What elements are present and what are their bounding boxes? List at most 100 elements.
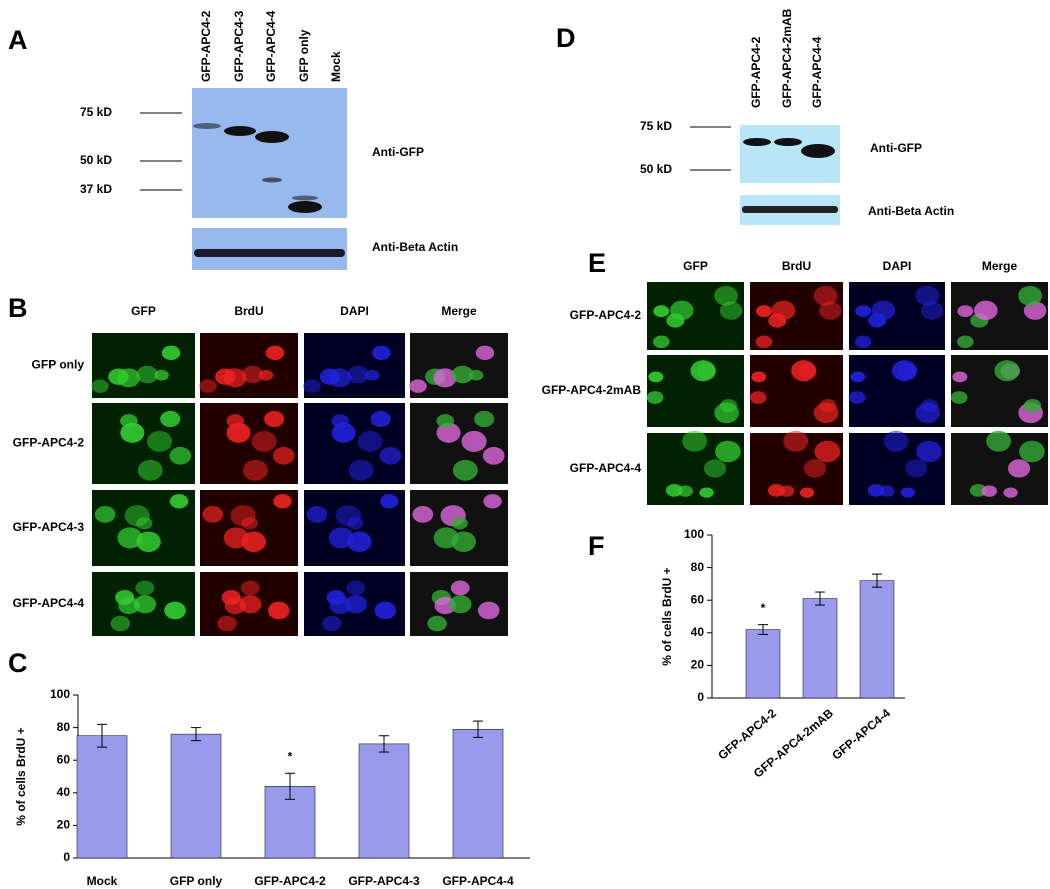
column-label: DAPI — [883, 259, 912, 273]
cell — [265, 345, 285, 361]
panel-label: E — [588, 248, 606, 278]
cell — [240, 580, 260, 596]
cell — [477, 601, 500, 620]
y-axis-label: % of cells BrdU + — [660, 567, 674, 665]
row-label: GFP-APC4-2mAB — [542, 383, 642, 397]
cell — [137, 459, 163, 481]
cell — [854, 335, 872, 349]
band — [742, 206, 838, 213]
row-label: GFP-APC4-2 — [570, 308, 642, 322]
cell — [957, 305, 974, 318]
cell — [303, 379, 321, 393]
cell — [241, 517, 258, 530]
cell — [120, 414, 138, 428]
band — [262, 177, 282, 183]
cell — [819, 398, 837, 413]
cell — [474, 410, 495, 428]
cell — [1019, 440, 1045, 463]
cell — [357, 430, 383, 452]
cell — [1007, 459, 1031, 478]
band — [255, 131, 289, 143]
cell — [652, 335, 670, 349]
cell — [451, 517, 468, 530]
cell — [461, 430, 487, 452]
cell — [756, 305, 772, 318]
band — [288, 201, 322, 213]
lane-label: GFP-APC4-4 — [264, 10, 278, 82]
cell — [117, 368, 141, 388]
band — [292, 195, 318, 201]
column-label: Merge — [982, 259, 1018, 273]
cell — [891, 360, 917, 382]
y-tick-label: 40 — [691, 625, 705, 639]
cell — [223, 368, 247, 388]
cell — [272, 446, 295, 465]
antibody-label: Anti-Beta Actin — [372, 240, 458, 254]
cell — [715, 440, 741, 463]
column-label: DAPI — [340, 304, 369, 318]
cell — [370, 410, 391, 428]
annotation: * — [288, 749, 293, 763]
cell — [409, 379, 427, 393]
cell — [1018, 285, 1042, 306]
cell — [819, 301, 842, 320]
column-label: GFP — [131, 304, 156, 318]
cell — [749, 391, 767, 404]
cell — [136, 517, 153, 530]
y-tick-label: 80 — [691, 560, 705, 574]
row-label: GFP-APC4-2 — [13, 436, 85, 450]
cell — [920, 301, 944, 320]
cell — [347, 365, 369, 384]
marker-label: 75 kD — [640, 119, 672, 133]
marker-label: 50 kD — [640, 162, 672, 176]
cell — [483, 494, 502, 509]
cell — [703, 459, 727, 478]
band — [224, 126, 256, 136]
cell — [451, 365, 474, 384]
cell — [427, 615, 447, 632]
panel-label: A — [8, 25, 28, 55]
cell — [199, 379, 217, 393]
y-tick-label: 100 — [50, 687, 70, 701]
cell — [920, 398, 939, 413]
cell — [117, 527, 143, 549]
cell — [169, 446, 192, 465]
antibody-label: Anti-Beta Actin — [868, 204, 954, 218]
cell — [714, 285, 738, 306]
cell — [379, 446, 402, 465]
cell — [412, 506, 434, 523]
cell — [719, 398, 738, 413]
cell — [328, 368, 352, 388]
antibody-label: Anti-GFP — [372, 145, 424, 159]
y-tick-label: 20 — [57, 818, 71, 832]
cell — [436, 422, 461, 443]
cell — [974, 300, 998, 321]
cell — [755, 335, 773, 349]
cell — [436, 414, 455, 428]
micrograph — [92, 333, 195, 398]
cell — [226, 414, 245, 428]
cell — [154, 369, 169, 381]
cell — [348, 459, 374, 481]
cell — [380, 494, 399, 509]
cell — [871, 300, 896, 321]
cell — [267, 601, 290, 620]
cell — [475, 345, 495, 361]
cell — [217, 615, 237, 632]
column-label: Merge — [441, 304, 477, 318]
cell — [264, 410, 285, 428]
cell — [1023, 301, 1047, 320]
y-tick-label: 60 — [691, 592, 705, 606]
bar — [859, 580, 895, 699]
lane-label: GFP-APC4-3 — [232, 10, 246, 82]
bar — [358, 743, 410, 859]
y-tick-label: 40 — [57, 785, 71, 799]
cell — [242, 459, 268, 481]
cell — [306, 506, 328, 523]
cell — [850, 371, 866, 383]
x-tick-label: GFP-APC4-2 — [254, 874, 326, 888]
y-tick-label: 0 — [63, 850, 70, 864]
cell — [136, 365, 159, 384]
band — [194, 249, 345, 257]
cell — [690, 360, 716, 382]
